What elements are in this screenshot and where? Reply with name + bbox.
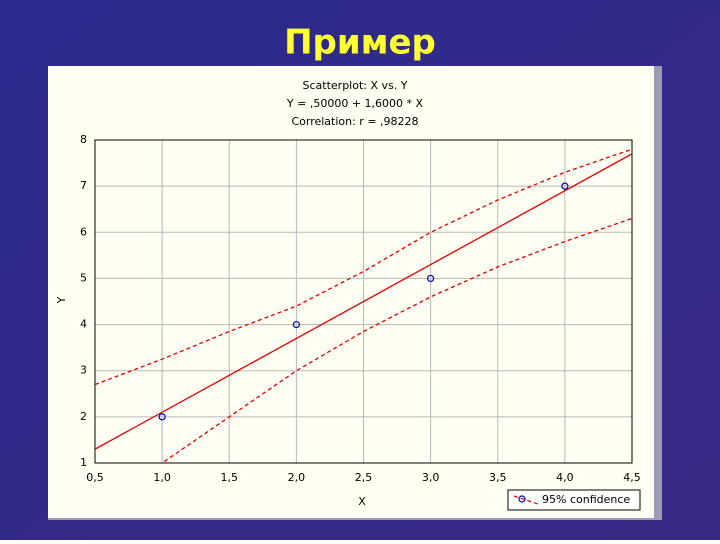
legend-box — [507, 489, 641, 511]
y-axis-label: Y — [55, 296, 68, 304]
x-tick-label: 3,5 — [489, 471, 507, 484]
y-tick-label: 5 — [80, 271, 87, 284]
x-tick-label: 0,5 — [86, 471, 104, 484]
point — [292, 320, 300, 329]
point — [561, 182, 569, 190]
point — [427, 274, 435, 283]
point — [158, 413, 166, 421]
y-tick-label: 6 — [80, 225, 87, 238]
x-tick-label: 1,5 — [221, 471, 239, 484]
y-tick-label: 2 — [80, 410, 87, 423]
confidence-lower — [160, 217, 632, 463]
x-tick-label: 1,0 — [153, 471, 171, 484]
chart-panel — [48, 66, 654, 518]
x-tick-label: 3,0 — [422, 471, 440, 484]
y-tick-label: 8 — [80, 133, 87, 146]
y-tick-label: 3 — [80, 364, 87, 377]
fit-line — [95, 153, 632, 450]
slide-title: Пример — [284, 23, 436, 63]
x-tick-label: 2,5 — [355, 471, 373, 484]
x-tick-label: 4,5 — [623, 471, 641, 484]
confidence-upper — [95, 148, 632, 386]
y-tick-label: 1 — [80, 456, 87, 469]
chart-title: Scatterplot: X vs. Y — [303, 79, 408, 92]
legend-marker — [518, 495, 526, 503]
plot-clip — [95, 148, 632, 463]
y-tick-label: 4 — [80, 318, 87, 331]
x-tick-label: 4,0 — [556, 471, 574, 484]
plot-frame — [94, 139, 633, 464]
legend-line — [513, 495, 539, 505]
x-axis-label: X — [358, 495, 366, 508]
equation: Y = ,50000 + 1,6000 * X — [286, 97, 424, 110]
x-tick-label: 2,0 — [288, 471, 306, 484]
legend-label: 95% confidence — [542, 493, 630, 506]
y-tick-label: 7 — [80, 179, 87, 192]
correlation: Correlation: r = ,98228 — [291, 115, 418, 128]
